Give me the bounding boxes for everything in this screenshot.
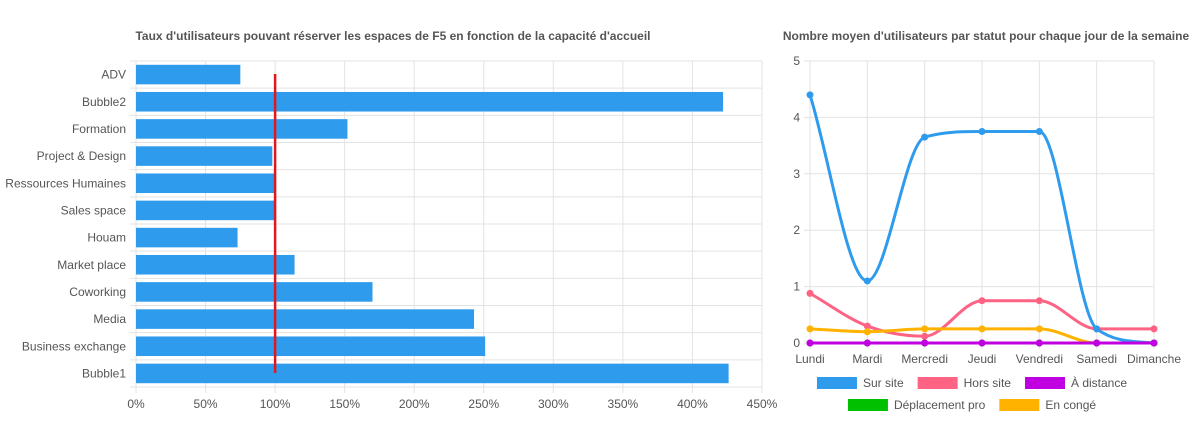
line-x-tick: Mardi [852,352,882,366]
legend-label: Sur site [863,376,904,390]
legend-swatch-2 [1024,377,1065,389]
series-point-1-4 [1035,297,1043,305]
legend-swatch-0 [816,377,857,389]
bar-3 [136,146,273,166]
bar-category-label: Ressources Humaines [5,176,126,190]
series-point-0-0 [806,91,814,99]
series-point-2-2 [921,339,929,347]
series-point-0-5 [1093,325,1101,333]
bar-4 [136,173,276,194]
bar-6 [136,227,238,248]
line-y-tick: 3 [793,167,800,181]
bar-10 [136,336,486,357]
bar-1 [136,91,724,112]
line-y-tick: 1 [793,280,800,294]
bar-11 [136,363,729,384]
line-y-tick: 0 [793,336,800,350]
bar-category-label: ADV [101,68,126,82]
legend-label: Hors site [964,376,1012,390]
bar-7 [136,254,295,275]
legend-label: En congé [1045,398,1096,412]
series-point-2-3 [978,339,986,347]
series-point-1-1 [863,322,871,330]
legend-label: Déplacement pro [894,398,986,412]
series-point-2-1 [863,339,871,347]
line-x-tick: Jeudi [968,352,997,366]
series-point-4-2 [921,325,929,333]
bar-category-label: Bubble1 [82,366,126,380]
bar-0 [136,64,241,85]
line-x-tick: Vendredi [1016,352,1063,366]
legend-item[interactable]: En congé [999,398,1096,412]
bar-category-label: Market place [57,258,126,272]
bar-category-label: Sales space [61,203,127,217]
bar-x-tick: 300% [538,397,569,411]
series-point-2-5 [1093,339,1101,347]
bar-category-label: Business exchange [22,339,126,353]
series-point-0-1 [863,277,871,285]
bar-x-tick: 100% [260,397,291,411]
line-chart-y-ticks: 0 1 2 3 4 5 [793,54,800,350]
line-y-tick: 4 [793,110,800,124]
series-point-2-0 [806,339,814,347]
bar-x-tick: 350% [608,397,639,411]
bar-chart-bars [136,64,729,384]
bar-x-tick: 50% [194,397,218,411]
series-point-2-4 [1035,339,1043,347]
bar-category-label: Formation [72,122,126,136]
bar-5 [136,200,276,221]
bar-chart-title: Taux d'utilisateurs pouvant réserver les… [135,29,650,43]
line-x-tick: Samedi [1076,352,1117,366]
series-point-4-3 [978,325,986,333]
legend-swatch-1 [917,377,958,389]
series-point-1-0 [806,289,814,297]
series-line-0 [808,94,1155,345]
line-y-tick: 2 [793,223,800,237]
bar-category-label: Media [93,312,126,326]
series-point-0-3 [978,128,986,135]
line-chart-x-ticks: Lundi Mardi Mercredi Jeudi Vendredi Samedi Dim… [795,352,1181,366]
bar-x-tick: 450% [747,397,778,411]
series-point-1-3 [978,297,986,305]
line-chart-title: Nombre moyen d'utilisateurs par statut p… [783,29,1190,43]
legend-label: À distance [1071,375,1127,390]
series-point-0-2 [921,133,929,141]
bar-chart-category-labels: ADV Bubble2 Formation Project & Design Resso… [5,68,126,381]
line-x-tick: Dimanche [1127,352,1181,366]
series-point-1-6 [1150,325,1158,333]
series-point-4-0 [806,325,814,333]
legend-item[interactable]: À distance [1024,375,1127,390]
bar-category-label: Bubble2 [82,95,126,109]
line-x-tick: Mercredi [901,352,948,366]
line-chart-legend[interactable]: Sur site Hors site À distance Déplacement p… [816,375,1127,412]
bar-8 [136,282,373,302]
line-x-tick: Lundi [795,352,824,366]
legend-swatch-4 [999,399,1040,411]
bar-category-label: Project & Design [37,149,126,163]
legend-item[interactable]: Déplacement pro [847,398,986,412]
line-chart-grid [804,60,1155,349]
line-y-tick: 5 [793,54,800,68]
legend-item[interactable]: Sur site [816,376,904,390]
series-point-1-2 [921,332,929,340]
legend-item[interactable]: Hors site [917,376,1012,390]
line-chart-series [806,91,1158,347]
bar-category-label: Houam [87,231,126,245]
bar-chart-grid [130,60,763,393]
series-point-4-1 [863,328,871,336]
bar-x-tick: 0% [127,397,145,411]
legend-swatch-3 [847,399,888,411]
bar-chart-x-ticks: 0% 50% 100% 150% 200% 250% 300% 350% 400% 450% [127,397,777,411]
bar-2 [136,119,348,139]
bar-x-tick: 400% [677,397,708,411]
bar-x-tick: 150% [329,397,360,411]
bar-9 [136,309,475,329]
series-point-2-6 [1150,339,1158,347]
series-point-0-4 [1035,128,1043,135]
series-point-4-4 [1035,325,1043,333]
bar-category-label: Coworking [69,285,126,299]
bar-x-tick: 250% [468,397,499,411]
bar-x-tick: 200% [399,397,430,411]
